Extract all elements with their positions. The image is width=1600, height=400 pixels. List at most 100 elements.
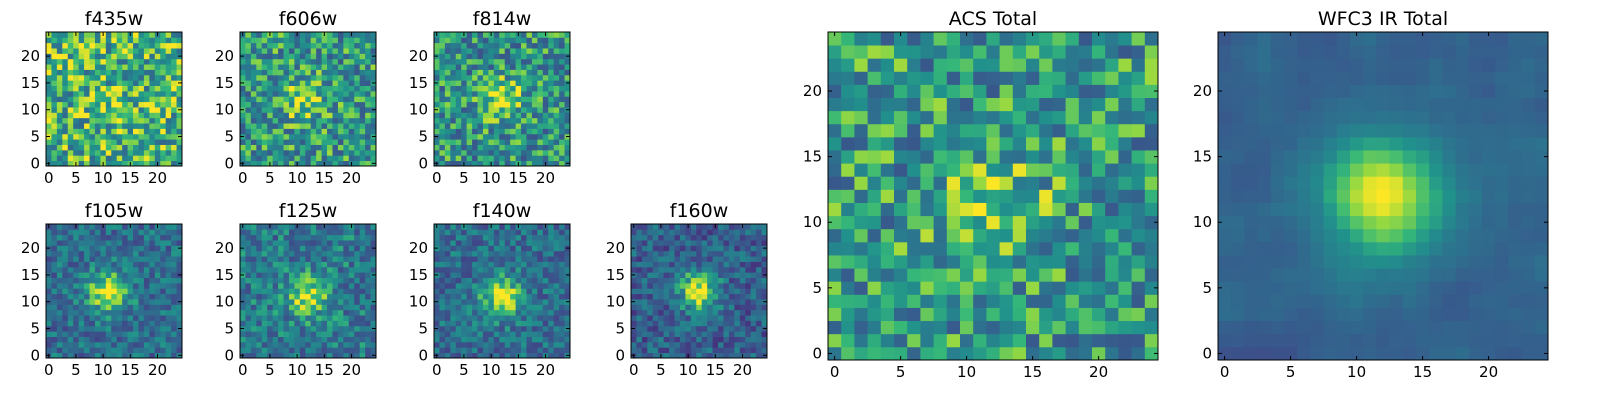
heatmap-cell [283, 309, 290, 316]
heatmap-cell [127, 58, 134, 65]
heatmap-cell [149, 224, 156, 230]
heatmap-cell [94, 299, 101, 305]
heatmap-cell [245, 341, 252, 348]
heatmap-cell [510, 299, 516, 305]
heatmap-cell [553, 272, 560, 278]
heatmap-cell [283, 224, 290, 230]
heatmap-cell [455, 85, 462, 92]
heatmap-cell [553, 245, 560, 252]
y-tick-label: 10 [21, 101, 40, 119]
heatmap-cell [973, 268, 987, 282]
heatmap-cell [67, 315, 74, 321]
heatmap-cell [176, 42, 183, 49]
heatmap-cell [696, 325, 703, 332]
heatmap-cell [477, 229, 484, 236]
heatmap-cell [933, 294, 948, 308]
heatmap-cell [641, 309, 648, 316]
heatmap-cell [171, 341, 177, 348]
heatmap-cell [359, 149, 366, 156]
heatmap-cell [332, 69, 339, 76]
heatmap-cell [67, 133, 74, 140]
heatmap-cell [267, 272, 274, 278]
heatmap-cell [176, 266, 183, 273]
heatmap-cell [531, 74, 538, 81]
heatmap-cell [250, 101, 257, 108]
heatmap-cell [515, 107, 522, 113]
heatmap-cell [127, 112, 134, 119]
heatmap-cell [537, 69, 544, 76]
heatmap-cell [548, 96, 555, 103]
heatmap-cell [559, 331, 565, 337]
heatmap-cell [455, 53, 462, 60]
heatmap-cell [526, 123, 533, 129]
heatmap-cell [316, 69, 322, 76]
heatmap-cell [343, 85, 350, 92]
heatmap-cell [337, 266, 344, 273]
heatmap-cell [267, 336, 274, 343]
heatmap-cell [310, 288, 317, 295]
heatmap-cell [434, 309, 440, 316]
heatmap-cell [160, 48, 167, 54]
heatmap-cell [461, 48, 468, 54]
heatmap-cell [89, 234, 96, 241]
heatmap-cell [267, 69, 274, 76]
heatmap-cell [359, 229, 366, 236]
heatmap-cell [1092, 307, 1106, 322]
heatmap-cell [734, 347, 741, 354]
heatmap-cell [510, 74, 516, 81]
heatmap-cell [933, 346, 948, 361]
heatmap-cell [94, 282, 101, 289]
heatmap-cell [531, 288, 538, 295]
heatmap-cell [354, 123, 361, 129]
y-tick-label: 10 [21, 293, 40, 311]
heatmap-cell [122, 69, 128, 76]
heatmap-cell [439, 117, 446, 124]
heatmap-cell [504, 107, 511, 113]
heatmap-cell [756, 331, 762, 337]
heatmap-cell [521, 320, 527, 327]
heatmap-cell [472, 315, 478, 321]
heatmap-cell [450, 266, 457, 273]
heatmap-cell [461, 112, 468, 119]
heatmap-cell [56, 74, 63, 81]
heatmap-cell [94, 331, 101, 337]
heatmap-cell [56, 32, 63, 38]
heatmap-cell [696, 234, 703, 241]
heatmap-cell [245, 74, 252, 81]
heatmap-cell [564, 139, 571, 145]
heatmap-cell [1118, 294, 1132, 308]
heatmap-cell [67, 272, 74, 278]
heatmap-cell [337, 107, 344, 113]
heatmap-cell [354, 341, 361, 348]
heatmap-cell [439, 90, 446, 97]
heatmap-cell [559, 320, 565, 327]
heatmap-cell [631, 320, 637, 327]
heatmap-cell [701, 331, 708, 337]
heatmap-cell [493, 133, 500, 140]
heatmap-cell [348, 336, 355, 343]
heatmap-cell [1039, 228, 1053, 243]
heatmap-cell [946, 189, 961, 203]
heatmap-cell [679, 299, 686, 305]
heatmap-cell [663, 256, 670, 262]
heatmap-cell [466, 293, 473, 300]
heatmap-cell [62, 266, 69, 273]
heatmap-cell [171, 245, 177, 252]
heatmap-cell [127, 123, 134, 129]
heatmap-cell [294, 58, 301, 65]
heatmap-cell [636, 325, 643, 332]
heatmap-cell [493, 282, 500, 289]
heatmap-cell [701, 325, 708, 332]
heatmap-cell [493, 309, 500, 316]
heatmap-cell [482, 309, 489, 316]
heatmap-cell [299, 112, 306, 119]
heatmap-cell [750, 315, 757, 321]
heatmap-cell [176, 277, 183, 284]
heatmap-cell [734, 299, 741, 305]
heatmap-cell [477, 277, 484, 284]
heatmap-cell [521, 53, 527, 60]
heatmap-cell [444, 37, 451, 44]
heatmap-cell [1039, 241, 1053, 256]
heatmap-cell [477, 250, 484, 257]
heatmap-cell [701, 261, 708, 268]
